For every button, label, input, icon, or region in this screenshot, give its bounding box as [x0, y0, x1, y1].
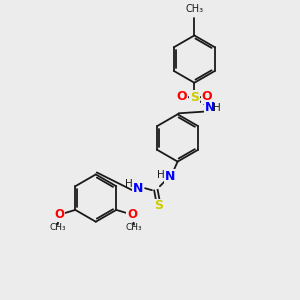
Text: CH₃: CH₃	[49, 223, 66, 232]
Text: S: S	[190, 91, 199, 104]
Text: N: N	[164, 170, 175, 183]
Text: H: H	[125, 179, 133, 189]
Text: O: O	[202, 90, 212, 103]
Text: N: N	[133, 182, 143, 195]
Text: S: S	[154, 200, 164, 212]
Text: CH₃: CH₃	[126, 223, 142, 232]
Text: O: O	[127, 208, 137, 221]
Text: H: H	[213, 103, 221, 113]
Text: H: H	[157, 170, 165, 180]
Text: CH₃: CH₃	[185, 4, 203, 14]
Text: O: O	[55, 208, 64, 221]
Text: O: O	[176, 90, 187, 103]
Text: N: N	[205, 101, 215, 114]
